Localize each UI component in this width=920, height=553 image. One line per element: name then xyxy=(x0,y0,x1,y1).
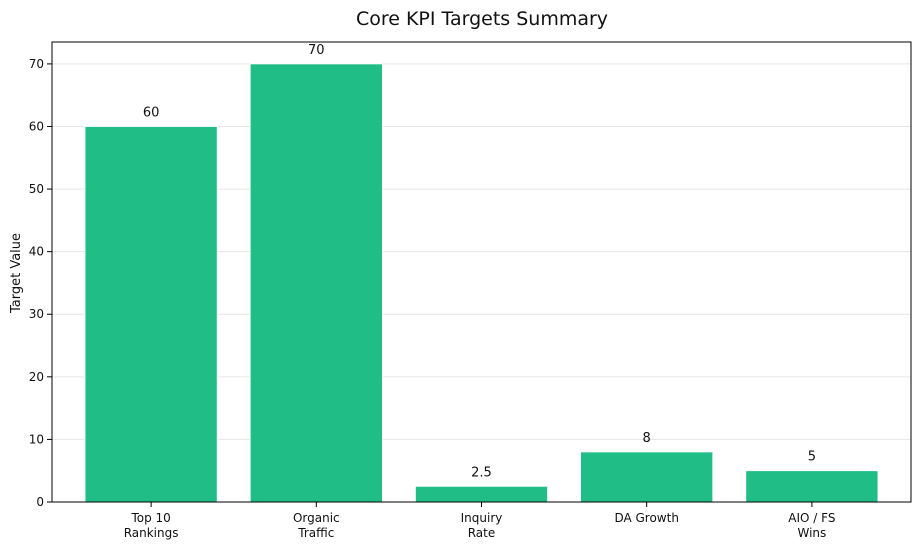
y-axis-ticks: 0 10 20 30 40 50 60 70 xyxy=(29,57,52,509)
y-tick-label: 30 xyxy=(29,307,44,321)
x-tick-label: Inquiry Rate xyxy=(461,511,503,540)
bar xyxy=(580,451,714,503)
bar xyxy=(415,485,548,503)
bar xyxy=(84,126,218,503)
x-tick-label: Top 10 Rankings xyxy=(124,511,179,540)
bar xyxy=(249,63,383,503)
y-tick-label: 10 xyxy=(29,432,44,446)
bar-value-label: 70 xyxy=(308,43,325,58)
value-labels: 60 70 2.5 8 5 xyxy=(143,43,816,480)
bar-value-label: 8 xyxy=(643,431,651,446)
y-tick-label: 60 xyxy=(29,119,44,133)
bar-value-label: 60 xyxy=(143,105,160,120)
bar-value-label: 2.5 xyxy=(471,465,492,480)
y-tick-label: 50 xyxy=(29,182,44,196)
y-tick-label: 20 xyxy=(29,370,44,384)
x-tick-label: Organic Traffic xyxy=(293,511,340,540)
y-tick-label: 40 xyxy=(29,245,44,259)
bars xyxy=(84,63,879,503)
bar-value-label: 5 xyxy=(808,450,816,465)
x-tick-label: AIO / FS Wins xyxy=(788,511,835,540)
x-axis-ticks: Top 10 Rankings Organic Traffic Inquiry Rate D… xyxy=(124,502,835,540)
y-tick-label: 0 xyxy=(36,495,44,509)
y-axis-label: Target Value xyxy=(9,233,24,314)
chart-title: Core KPI Targets Summary xyxy=(356,8,608,30)
y-tick-label: 70 xyxy=(29,57,44,71)
bar xyxy=(745,470,879,503)
x-tick-label: DA Growth xyxy=(614,511,679,525)
